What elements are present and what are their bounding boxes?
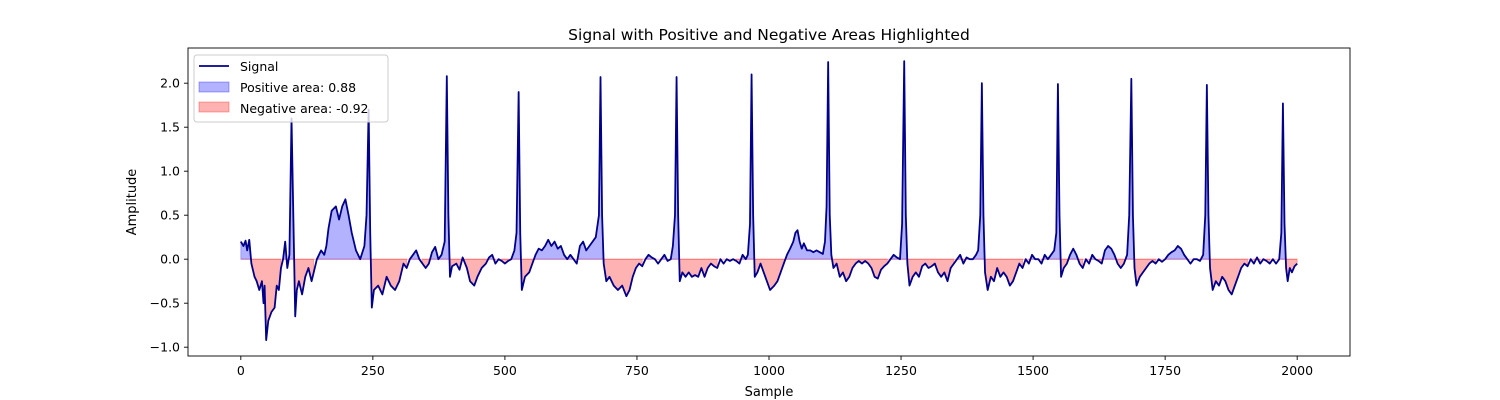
negative-area-29 bbox=[678, 258, 718, 282]
legend-positive-label: Positive area: 0.88 bbox=[240, 80, 356, 95]
x-tick-label: 1500 bbox=[1017, 363, 1049, 378]
y-axis: −1.0 −0.5 0.0 0.5 1.0 1.5 2.0 bbox=[150, 76, 188, 355]
x-tick-label: 250 bbox=[361, 363, 385, 378]
x-axis: 0 250 500 750 1000 1250 1500 1750 2000 bbox=[237, 356, 1313, 378]
signal-line bbox=[240, 60, 1298, 342]
legend-signal-label: Signal bbox=[240, 59, 278, 74]
fill-areas bbox=[240, 61, 1298, 341]
x-tick-label: 1250 bbox=[885, 363, 917, 378]
y-tick-label: 2.0 bbox=[160, 76, 180, 91]
y-axis-label: Amplitude bbox=[125, 169, 140, 236]
y-tick-label: 1.0 bbox=[160, 164, 180, 179]
legend-negative-label: Negative area: -0.92 bbox=[240, 101, 368, 116]
x-axis-label: Sample bbox=[745, 385, 794, 400]
legend-positive-swatch bbox=[198, 81, 230, 93]
y-tick-label: −0.5 bbox=[150, 296, 180, 311]
y-tick-label: 0.0 bbox=[160, 252, 180, 267]
positive-area-6 bbox=[316, 109, 372, 261]
x-tick-label: 500 bbox=[493, 363, 517, 378]
chart-title: Signal with Positive and Negative Areas … bbox=[568, 26, 970, 44]
negative-area-7 bbox=[370, 258, 408, 308]
y-tick-label: 0.5 bbox=[160, 208, 180, 223]
x-tick-label: 1750 bbox=[1149, 363, 1181, 378]
negative-area-45 bbox=[984, 258, 1023, 291]
legend-negative-swatch bbox=[198, 101, 230, 113]
y-tick-label: −1.0 bbox=[150, 340, 180, 355]
y-tick-label: 1.5 bbox=[160, 120, 180, 135]
x-tick-label: 0 bbox=[237, 363, 245, 378]
x-tick-label: 1000 bbox=[753, 363, 785, 378]
legend-frame bbox=[193, 54, 389, 123]
legend: Signal Positive area: 0.88 Negative area… bbox=[193, 54, 389, 123]
x-tick-label: 2000 bbox=[1281, 363, 1313, 378]
x-tick-label: 750 bbox=[625, 363, 649, 378]
